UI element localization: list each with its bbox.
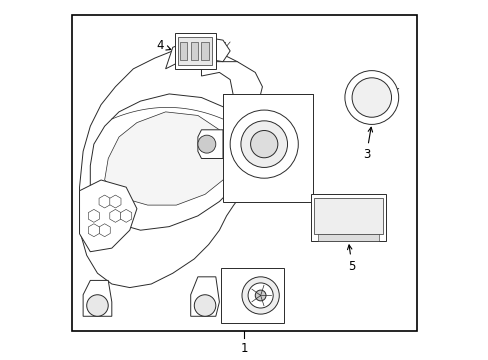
Polygon shape [110, 195, 121, 208]
Circle shape [198, 135, 215, 153]
Polygon shape [80, 180, 137, 252]
Text: 1: 1 [240, 342, 248, 355]
Text: 4: 4 [156, 39, 170, 52]
Polygon shape [90, 94, 247, 230]
Circle shape [194, 295, 215, 316]
Bar [201, 42, 208, 60]
Polygon shape [88, 210, 99, 222]
Text: 6: 6 [204, 294, 217, 307]
Polygon shape [80, 47, 262, 288]
Circle shape [351, 78, 391, 117]
Circle shape [250, 131, 277, 158]
Polygon shape [99, 195, 110, 208]
Polygon shape [110, 210, 121, 222]
Circle shape [344, 71, 398, 125]
Text: 2: 2 [181, 145, 219, 165]
Bar [310, 194, 386, 241]
Polygon shape [88, 224, 99, 237]
Bar [190, 42, 198, 60]
Bar [178, 37, 212, 65]
Bar [221, 268, 284, 323]
Circle shape [247, 283, 273, 308]
Polygon shape [104, 112, 233, 205]
Circle shape [241, 121, 287, 167]
Circle shape [255, 290, 265, 301]
Polygon shape [201, 62, 262, 116]
Circle shape [230, 110, 298, 178]
Bar [174, 33, 215, 69]
Polygon shape [121, 210, 131, 222]
Circle shape [242, 277, 279, 314]
Polygon shape [190, 277, 219, 316]
Bar [317, 234, 378, 241]
Polygon shape [198, 130, 223, 158]
Bar [72, 15, 416, 330]
Polygon shape [99, 224, 110, 237]
Polygon shape [165, 37, 230, 69]
Text: 5: 5 [347, 245, 355, 273]
Bar [314, 198, 382, 234]
Polygon shape [83, 280, 112, 316]
Circle shape [86, 295, 108, 316]
Bar [223, 94, 312, 202]
Bar [180, 42, 187, 60]
Text: 3: 3 [362, 127, 372, 161]
